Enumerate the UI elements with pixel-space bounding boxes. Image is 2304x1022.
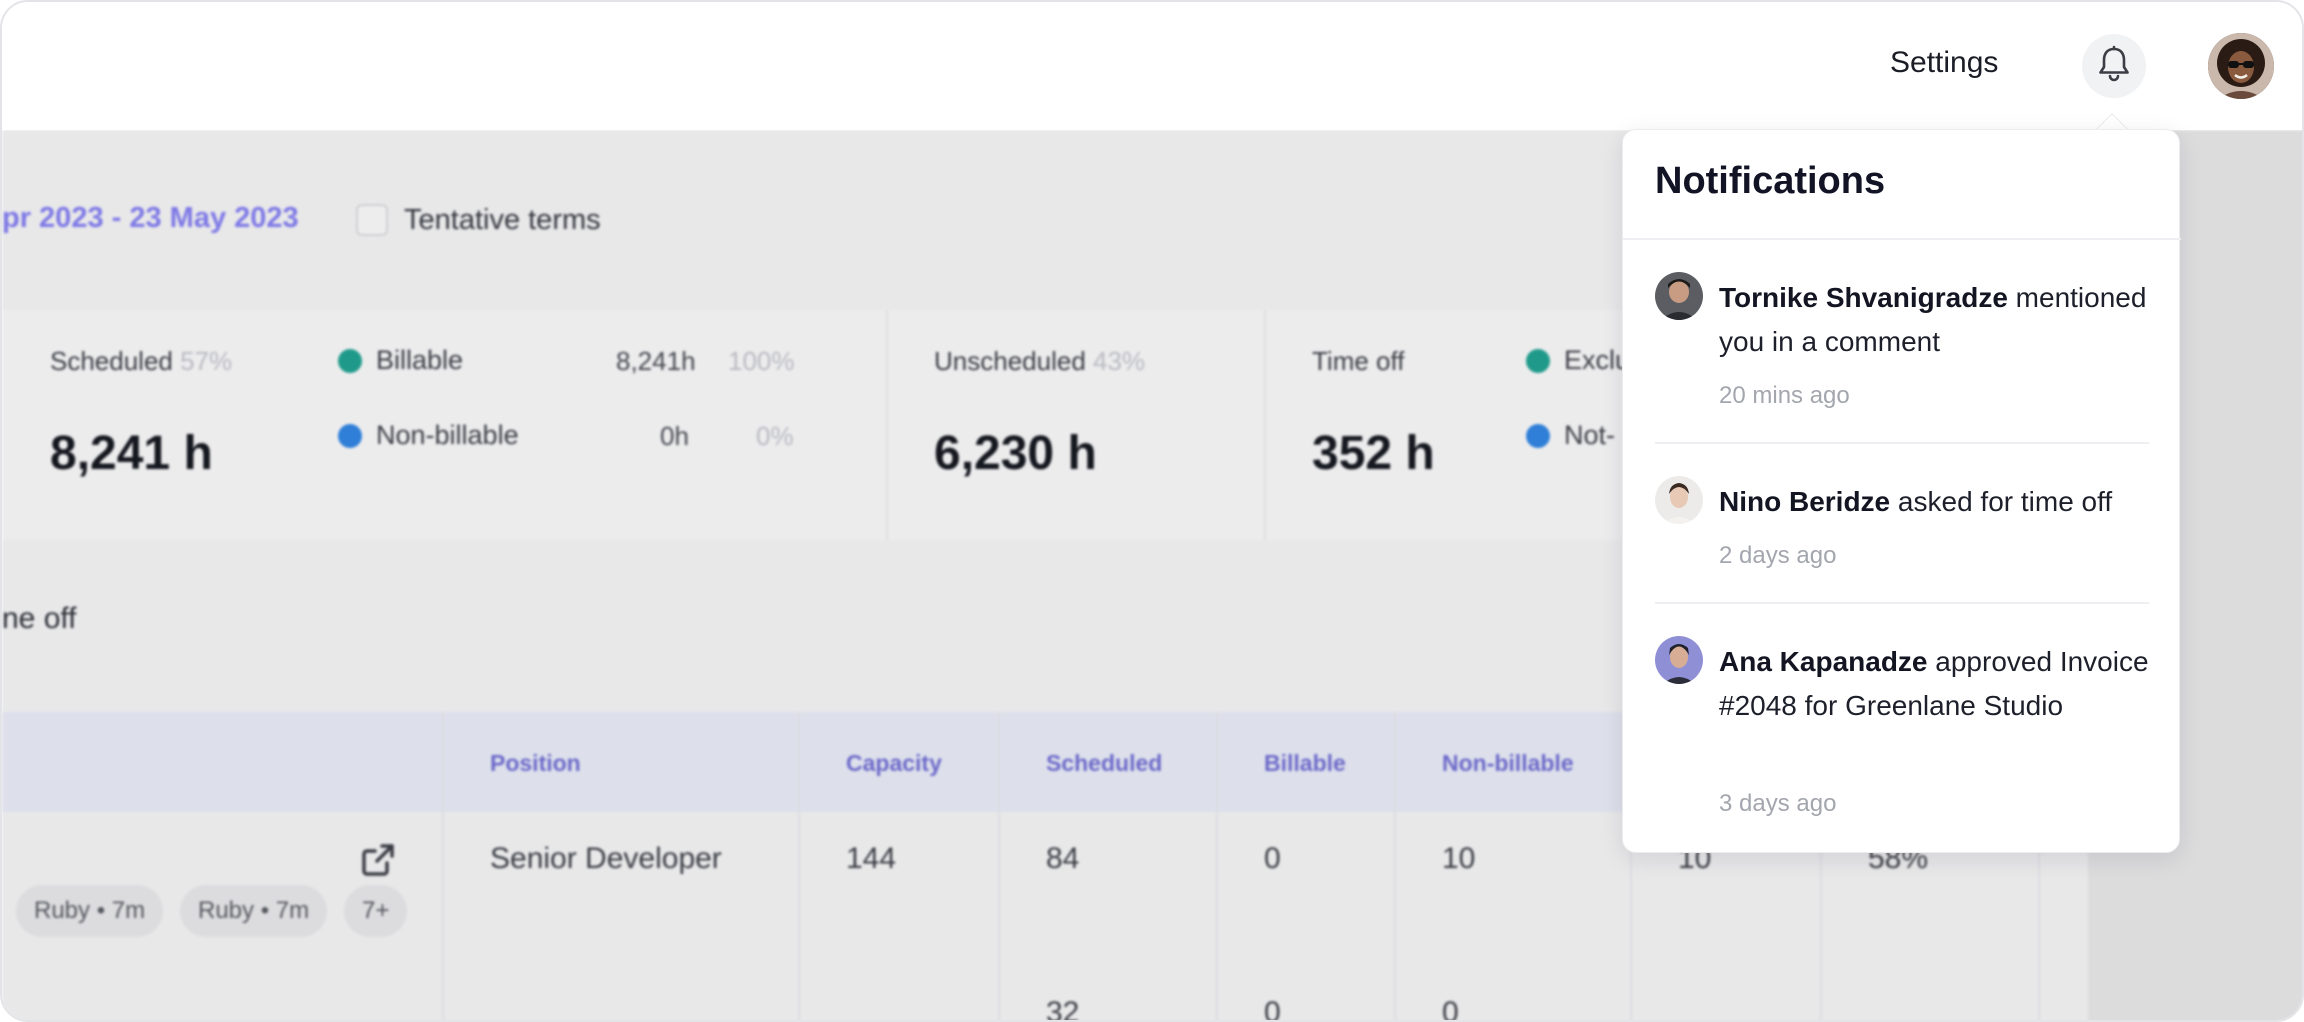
notification-text: Tornike Shvanigradze mentioned you in a … bbox=[1719, 282, 2147, 357]
stats-divider bbox=[886, 310, 888, 540]
more-chip[interactable]: 7+ bbox=[344, 885, 408, 937]
cell-capacity: 144 bbox=[846, 842, 897, 875]
notification-text: Ana Kapanadze approved Invoice #2048 for… bbox=[1719, 646, 2149, 721]
user-avatar[interactable] bbox=[2208, 33, 2274, 99]
legend-excl: Exclu bbox=[1526, 345, 1630, 376]
notifications-button[interactable] bbox=[2082, 34, 2146, 98]
col-divider bbox=[1630, 712, 1632, 1020]
col-divider bbox=[998, 712, 1000, 1020]
scheduled-value: 8,241 h bbox=[50, 427, 213, 480]
col-divider bbox=[1820, 712, 1822, 1020]
col-divider bbox=[1394, 712, 1396, 1020]
notification-item[interactable]: Tornike Shvanigradze mentioned you in a … bbox=[1655, 272, 2149, 422]
top-bar: Settings bbox=[2, 2, 2302, 130]
notification-time: 20 mins ago bbox=[1719, 382, 1850, 409]
col-divider bbox=[1216, 712, 1218, 1020]
time-off-value: 352 h bbox=[1312, 427, 1435, 480]
billable-pct: 100% bbox=[728, 346, 795, 376]
time-off-label: Time off bbox=[1312, 346, 1405, 376]
col-divider bbox=[2038, 712, 2040, 1020]
legend-not: Not- bbox=[1526, 420, 1615, 451]
cell-position: Senior Developer bbox=[490, 842, 722, 875]
notifications-panel: Notifications Tornike Shvanigradze menti… bbox=[1622, 129, 2181, 853]
col-capacity[interactable]: Capacity bbox=[846, 750, 942, 776]
non-billable-dot bbox=[338, 423, 362, 448]
settings-link[interactable]: Settings bbox=[1890, 46, 1999, 79]
scheduled-label: Scheduled 57% bbox=[50, 346, 233, 376]
notification-time: 2 days ago bbox=[1719, 542, 1837, 569]
avatar bbox=[1655, 476, 1703, 524]
col-non-billable[interactable]: Non-billable bbox=[1442, 750, 1574, 776]
tentative-label: Tentative terms bbox=[404, 204, 601, 236]
skill-chip[interactable]: Ruby • 7m bbox=[180, 885, 328, 937]
cell-scheduled: 84 bbox=[1046, 842, 1080, 875]
notification-item[interactable]: Nino Beridze asked for time off 2 days a… bbox=[1655, 476, 2149, 576]
divider bbox=[1655, 602, 2149, 604]
legend-billable: Billable bbox=[338, 345, 463, 376]
not-dot bbox=[1526, 423, 1550, 448]
bell-icon bbox=[2094, 44, 2134, 89]
notification-item[interactable]: Ana Kapanadze approved Invoice #2048 for… bbox=[1655, 636, 2149, 826]
notifications-title: Notifications bbox=[1655, 160, 1886, 202]
cell-billable-2: 0 bbox=[1264, 996, 1281, 1022]
col-position[interactable]: Position bbox=[490, 750, 581, 776]
col-divider bbox=[442, 712, 444, 1020]
notification-time: 3 days ago bbox=[1719, 790, 1837, 817]
external-link-icon[interactable] bbox=[358, 840, 398, 880]
non-billable-pct: 0% bbox=[756, 421, 794, 451]
notification-text: Nino Beridze asked for time off bbox=[1719, 486, 2113, 517]
col-scheduled[interactable]: Scheduled bbox=[1046, 750, 1163, 776]
cell-scheduled-2: 32 bbox=[1046, 996, 1080, 1022]
excl-dot bbox=[1526, 348, 1550, 373]
billable-dot bbox=[338, 348, 362, 373]
col-divider bbox=[798, 712, 800, 1020]
divider bbox=[1655, 442, 2149, 444]
tentative-checkbox[interactable] bbox=[356, 204, 388, 236]
cell-non-billable: 10 bbox=[1442, 842, 1476, 875]
non-billable-hours: 0h bbox=[660, 421, 689, 451]
legend-non-billable: Non-billable bbox=[338, 420, 519, 451]
avatar bbox=[1655, 636, 1703, 684]
cell-non-billable-2: 0 bbox=[1442, 996, 1459, 1022]
skill-chip[interactable]: Ruby • 7m bbox=[16, 885, 164, 937]
col-billable[interactable]: Billable bbox=[1264, 750, 1346, 776]
billable-hours: 8,241h bbox=[616, 346, 696, 376]
section-title-fragment: ne off bbox=[2, 602, 77, 635]
unscheduled-value: 6,230 h bbox=[934, 427, 1097, 480]
cell-billable: 0 bbox=[1264, 842, 1281, 875]
divider bbox=[1623, 238, 2181, 240]
date-range-link[interactable]: pr 2023 - 23 May 2023 bbox=[2, 202, 299, 234]
unscheduled-label: Unscheduled 43% bbox=[934, 346, 1146, 376]
stats-divider bbox=[1264, 310, 1266, 540]
avatar bbox=[1655, 272, 1703, 320]
